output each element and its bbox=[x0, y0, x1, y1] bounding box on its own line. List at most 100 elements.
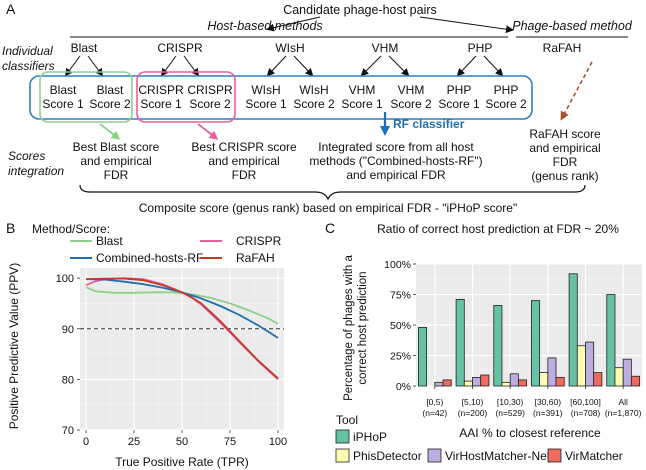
bar-virhostmatcher-net bbox=[509, 373, 519, 387]
panel-c-label: C bbox=[325, 220, 335, 236]
ppv-tpr-chart: 70 80 90 100 0 25 50 75 100 bbox=[56, 268, 287, 448]
y-tick-label: 80 bbox=[62, 374, 74, 386]
classifier-php: PHP bbox=[468, 41, 493, 55]
score-label-line1: Blast bbox=[97, 83, 124, 97]
legend-label-combined: Combined-hosts-RF bbox=[96, 251, 203, 265]
score-label-line1: CRISPR bbox=[138, 83, 184, 97]
x-tick-label: 25 bbox=[128, 436, 140, 448]
best-crispr-text-1: Best CRISPR score bbox=[191, 140, 297, 154]
x-tick-label: 75 bbox=[224, 436, 236, 448]
bar-phisdetector bbox=[463, 380, 473, 387]
bar-phisdetector bbox=[539, 372, 549, 387]
best-crispr-text-2: and empirical bbox=[208, 154, 279, 168]
arrow-to-host-methods bbox=[266, 16, 321, 32]
score-label-line1: PHP bbox=[447, 83, 472, 97]
integrated-text-1: Integrated score from all host bbox=[318, 140, 474, 154]
rafah-text-2: and empirical bbox=[529, 141, 600, 155]
series-line-rafah bbox=[85, 277, 279, 380]
composite-score-text: Composite score (genus rank) based on em… bbox=[139, 201, 517, 215]
integration-texts: Best Blast score and empirical FDR Best … bbox=[73, 127, 601, 183]
phage-method-title: Phage-based method bbox=[512, 19, 633, 33]
integrated-text-3: and empirical FDR bbox=[346, 168, 446, 182]
crispr-arrow bbox=[197, 123, 219, 140]
host-methods-title: Host-based methods bbox=[207, 19, 322, 33]
legend-c: Tool iPHoP PhisDetector VirHostMatcher-Net V… bbox=[335, 413, 623, 463]
score-label-line2: Score 2 bbox=[293, 97, 335, 111]
y-tick-label: 25% bbox=[390, 351, 411, 363]
legend-b-title: Method/Score: bbox=[32, 222, 110, 236]
bar-virhostmatcher-net bbox=[472, 377, 482, 387]
rafah-text-4: (genus rank) bbox=[531, 169, 598, 183]
x-category-count: (n=42) bbox=[422, 408, 447, 418]
best-blast-text-3: FDR bbox=[104, 168, 129, 182]
classifier-vhm: VHM bbox=[372, 41, 399, 55]
score-label-line2: Score 1 bbox=[42, 97, 84, 111]
best-crispr-text-3: FDR bbox=[232, 168, 257, 182]
bar-virmatcher bbox=[593, 372, 603, 387]
bar-virmatcher bbox=[555, 377, 565, 387]
score-label-line2: Score 2 bbox=[89, 97, 131, 111]
bar-virmatcher bbox=[442, 379, 452, 387]
x-category-count: (n=1,870) bbox=[605, 408, 642, 418]
bar-virmatcher bbox=[480, 374, 490, 387]
score-label-line2: Score 1 bbox=[341, 97, 383, 111]
bar-phisdetector bbox=[614, 367, 624, 387]
panel-a-label: A bbox=[6, 1, 16, 17]
legend-label-blast: Blast bbox=[96, 234, 123, 248]
y-tick-label: 75% bbox=[390, 290, 411, 302]
score-label-line1: WIsH bbox=[251, 83, 280, 97]
classifier-wish: WIsH bbox=[275, 41, 304, 55]
chart-b-ylabel: Positive Predictive Value (PPV) bbox=[7, 263, 21, 430]
legend-swatch-iphop bbox=[335, 429, 350, 444]
bar-iphop bbox=[418, 327, 428, 387]
x-category-label: [30,60) bbox=[535, 397, 562, 407]
rafah-text-3: FDR bbox=[553, 155, 578, 169]
legend-b: Blast CRISPR Combined-hosts-RF RaFAH bbox=[70, 234, 282, 265]
chart-c-title: Ratio of correct host prediction at FDR … bbox=[377, 222, 619, 236]
score-label-line2: Score 1 bbox=[245, 97, 287, 111]
bar-virhostmatcher-net bbox=[622, 358, 632, 387]
best-blast-text-1: Best Blast score bbox=[73, 140, 160, 154]
score-label-line2: Score 1 bbox=[140, 97, 182, 111]
legend-label-crispr: CRISPR bbox=[236, 234, 282, 248]
legend-label-virhostmatcher-net: VirHostMatcher-Net bbox=[445, 449, 551, 463]
integration-brace bbox=[79, 184, 586, 201]
row-label-integration-2: integration bbox=[8, 164, 64, 178]
x-category-label: [10,30) bbox=[497, 397, 524, 407]
blast-arrow bbox=[99, 123, 121, 140]
score-label-line1: VHM bbox=[349, 83, 376, 97]
classifier-rafah: RaFAH bbox=[543, 41, 582, 55]
chart-b-xlabel: True Positive Rate (TPR) bbox=[115, 455, 249, 469]
candidate-pairs-title: Candidate phage-host pairs bbox=[283, 3, 437, 17]
chart-c-xlabel: AAI % to closest reference bbox=[459, 426, 601, 440]
chart-c-ylabel: correct host prediction bbox=[357, 271, 369, 384]
blast-scores-box bbox=[39, 71, 133, 123]
rafah-text-1: RaFAH score bbox=[529, 127, 601, 141]
row-label-integration-1: Scores bbox=[8, 149, 45, 163]
bar-iphop bbox=[568, 273, 578, 387]
panel-a: A Candidate phage-host pairs Host-based … bbox=[2, 1, 633, 215]
bar-iphop bbox=[606, 294, 616, 387]
x-category-count: (n=708) bbox=[571, 408, 601, 418]
x-category-label: [0,5) bbox=[426, 397, 443, 407]
bar-virhostmatcher-net bbox=[547, 357, 557, 387]
y-tick-label: 50% bbox=[390, 320, 411, 332]
x-category-count: (n=529) bbox=[495, 408, 525, 418]
x-category-label: All bbox=[618, 397, 628, 407]
x-category-label: [60,100] bbox=[570, 397, 601, 407]
legend-label-virmatcher: VirMatcher bbox=[565, 449, 623, 463]
legend-swatch-virmatcher bbox=[547, 448, 562, 463]
row-label-classifiers-1: Individual bbox=[2, 44, 53, 58]
correct-host-bar-chart: Ratio of correct host prediction at FDR … bbox=[343, 222, 642, 440]
x-category-count: (n=200) bbox=[458, 408, 488, 418]
y-tick-label: 100 bbox=[56, 273, 74, 285]
x-tick-label: 50 bbox=[176, 436, 188, 448]
y-tick-label: 70 bbox=[62, 425, 74, 437]
legend-swatch-phisdetector bbox=[335, 448, 350, 463]
x-category-label: [5,10) bbox=[462, 397, 484, 407]
chart-c-ylabel: Percentage of phages with a bbox=[343, 255, 355, 401]
x-tick-label: 0 bbox=[83, 436, 89, 448]
score-label-line2: Score 2 bbox=[390, 97, 432, 111]
score-label-line2: Score 2 bbox=[485, 97, 527, 111]
panel-b-label: B bbox=[6, 220, 15, 236]
